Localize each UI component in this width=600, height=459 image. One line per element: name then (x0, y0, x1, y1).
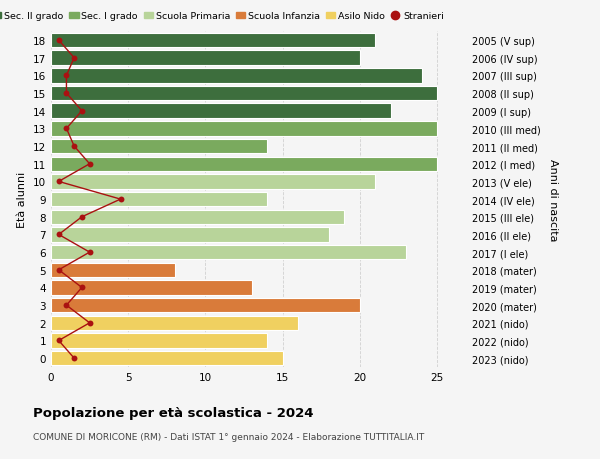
Point (62, 90, 71, 97)
Point (85, 161, 94, 168)
Point (116, 196, 125, 203)
Bar (51, 351, 283, 366)
Y-axis label: Anni di nascita: Anni di nascita (548, 158, 557, 241)
Bar (51, 140, 267, 154)
Legend: Sec. II grado, Sec. I grado, Scuola Primaria, Scuola Infanzia, Asilo Nido, Stran: Sec. II grado, Sec. I grado, Scuola Prim… (0, 8, 448, 25)
Bar (51, 298, 360, 313)
Point (70, 143, 79, 151)
Bar (51, 280, 252, 295)
Bar (51, 87, 437, 101)
Bar (51, 246, 406, 260)
Text: Popolazione per età scolastica - 2024: Popolazione per età scolastica - 2024 (33, 406, 314, 419)
Point (85, 319, 94, 327)
Point (77, 108, 86, 115)
Bar (51, 34, 376, 48)
Bar (51, 210, 344, 224)
Bar (51, 175, 376, 189)
Bar (51, 157, 437, 172)
Point (54, 179, 64, 186)
Text: COMUNE DI MORICONE (RM) - Dati ISTAT 1° gennaio 2024 - Elaborazione TUTTITALIA.I: COMUNE DI MORICONE (RM) - Dati ISTAT 1° … (33, 432, 424, 442)
Point (77, 213, 86, 221)
Point (54, 37, 64, 45)
Bar (51, 51, 360, 66)
Point (62, 302, 71, 309)
Point (62, 125, 71, 133)
Bar (51, 263, 175, 277)
Bar (51, 192, 267, 207)
Bar (51, 334, 267, 348)
Y-axis label: Età alunni: Età alunni (17, 172, 28, 228)
Point (70, 55, 79, 62)
Bar (51, 122, 437, 136)
Point (62, 73, 71, 80)
Bar (51, 228, 329, 242)
Bar (51, 316, 298, 330)
Point (54, 337, 64, 344)
Point (54, 267, 64, 274)
Point (77, 284, 86, 291)
Bar (51, 104, 391, 119)
Point (85, 249, 94, 256)
Point (54, 231, 64, 239)
Point (70, 355, 79, 362)
Bar (51, 69, 422, 84)
